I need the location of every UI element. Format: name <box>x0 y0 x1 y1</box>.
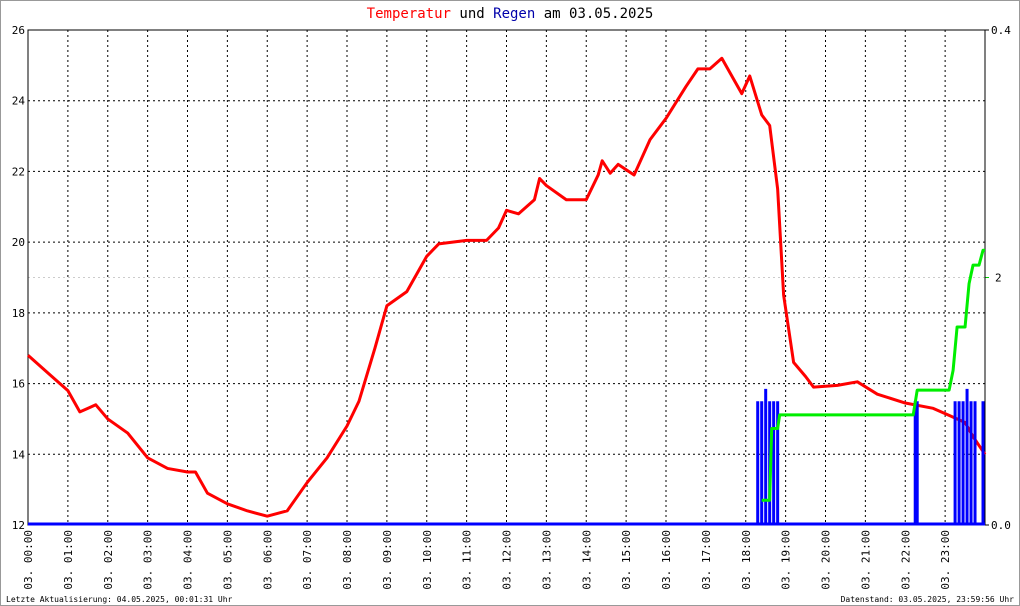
y-tick-label: 22 <box>12 165 25 178</box>
title-rain: Regen <box>493 6 535 22</box>
x-tick-label: 03. 17:00 <box>700 530 713 590</box>
y2-tick-label: 0.4 <box>991 24 1011 37</box>
x-tick-label: 03. 21:00 <box>859 530 872 590</box>
x-tick-label: 03. 22:00 <box>899 530 912 590</box>
rain-bar <box>756 401 760 525</box>
y-tick-label: 26 <box>12 24 25 37</box>
title-date: am 03.05.2025 <box>544 6 654 22</box>
y-tick-label: 14 <box>12 448 26 461</box>
x-tick-label: 03. 15:00 <box>620 530 633 590</box>
x-tick-label: 03. 14:00 <box>580 530 593 590</box>
x-tick-label: 03. 09:00 <box>381 530 394 590</box>
rain-bar <box>965 388 969 525</box>
rain-bar <box>764 388 768 525</box>
y-tick-label: 12 <box>12 519 25 532</box>
x-tick-label: 03. 02:00 <box>102 530 115 590</box>
x-tick-label: 03. 01:00 <box>62 530 75 590</box>
footer-right: Datenstand: 03.05.2025, 23:59:56 Uhr <box>841 595 1015 604</box>
x-tick-label: 03. 16:00 <box>660 530 673 590</box>
y-tick-label: 16 <box>12 378 25 391</box>
rain-bar <box>953 401 957 525</box>
x-tick-label: 03. 19:00 <box>780 530 793 590</box>
y3-tick-label: 2 <box>995 272 1002 285</box>
rain-bar <box>961 401 965 525</box>
x-tick-label: 03. 23:00 <box>939 530 952 590</box>
x-tick-label: 03. 12:00 <box>501 530 514 590</box>
x-tick-label: 03. 06:00 <box>261 530 274 590</box>
rain-bar <box>957 401 961 525</box>
rain-bar <box>969 401 973 525</box>
x-tick-label: 03. 00:00 <box>22 530 35 590</box>
y-tick-label: 18 <box>12 307 25 320</box>
rain-bar <box>973 401 977 525</box>
title-connector: und <box>459 6 484 22</box>
footer-left: Letzte Aktualisierung: 04.05.2025, 00:01… <box>6 595 233 604</box>
x-tick-label: 03. 05:00 <box>221 530 234 590</box>
temperature-line <box>27 56 987 518</box>
rain-bar <box>772 401 776 525</box>
rain-bar <box>981 401 985 525</box>
y2-tick-label: 0.0 <box>991 519 1011 532</box>
y-tick-label: 20 <box>12 236 25 249</box>
rain-bar <box>913 401 917 525</box>
y-tick-label: 24 <box>12 95 26 108</box>
rain-sum-line <box>761 248 985 502</box>
rain-bar <box>760 401 764 525</box>
x-tick-label: 03. 08:00 <box>341 530 354 590</box>
x-tick-label: 03. 18:00 <box>740 530 753 590</box>
x-tick-label: 03. 11:00 <box>461 530 474 590</box>
rain-bar <box>776 401 780 525</box>
x-tick-label: 03. 07:00 <box>301 530 314 590</box>
x-tick-label: 03. 13:00 <box>540 530 553 590</box>
x-tick-label: 03. 10:00 <box>421 530 434 590</box>
x-tick-label: 03. 20:00 <box>820 530 833 590</box>
title-temp: Temperatur <box>367 6 451 22</box>
chart-title: Temperatur und Regen am 03.05.2025 <box>367 6 654 22</box>
rain-bar <box>915 401 919 525</box>
x-tick-label: 03. 03:00 <box>142 530 155 590</box>
x-tick-label: 03. 04:00 <box>182 530 195 590</box>
